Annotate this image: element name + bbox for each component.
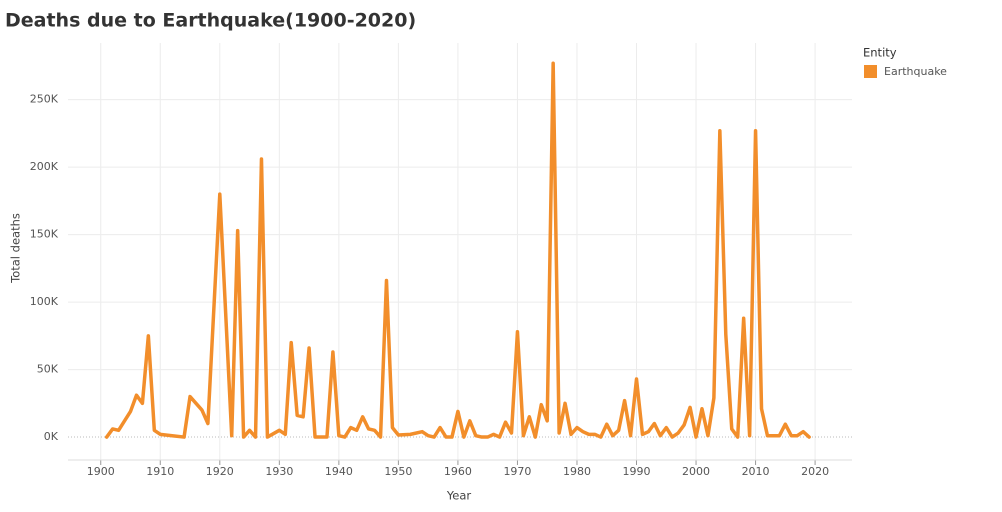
x-tick-label: 2010 <box>742 465 770 478</box>
y-tick-label: 200K <box>30 160 59 173</box>
y-tick-label: 0K <box>44 430 59 443</box>
legend-title: Entity <box>863 46 897 60</box>
y-tick-label: 50K <box>37 363 59 376</box>
y-tick-label: 100K <box>30 295 59 308</box>
x-tick-label: 1920 <box>206 465 234 478</box>
legend-swatch <box>864 65 877 78</box>
data-line <box>104 61 811 439</box>
legend-label: Earthquake <box>884 65 947 78</box>
x-tick-label: 2020 <box>801 465 829 478</box>
x-tick-label: 1970 <box>503 465 531 478</box>
y-tick-label: 250K <box>30 93 59 106</box>
x-tick-label: 1910 <box>146 465 174 478</box>
x-tick-label: 1960 <box>444 465 472 478</box>
x-tick-label: 1940 <box>325 465 353 478</box>
x-tick-label: 1900 <box>87 465 115 478</box>
x-tick-label: 1980 <box>563 465 591 478</box>
x-tick-label: 1930 <box>265 465 293 478</box>
x-axis-title: Year <box>446 489 472 503</box>
x-tick-label: 1950 <box>384 465 412 478</box>
x-tick-label: 1990 <box>623 465 651 478</box>
y-axis-title: Total deaths <box>9 213 23 284</box>
y-tick-label: 150K <box>30 228 59 241</box>
x-tick-label: 2000 <box>682 465 710 478</box>
chart-title: Deaths due to Earthquake(1900-2020) <box>5 10 416 32</box>
